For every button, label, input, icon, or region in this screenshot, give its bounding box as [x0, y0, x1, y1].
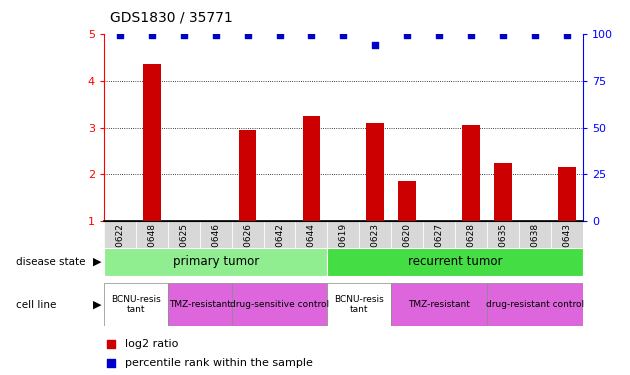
Text: GSM40625: GSM40625	[180, 223, 188, 272]
Bar	[232, 283, 328, 326]
Text: drug-sensitive control: drug-sensitive control	[230, 300, 329, 309]
Point	[466, 32, 476, 38]
Text: GSM40635: GSM40635	[498, 223, 507, 272]
Bar	[455, 221, 487, 276]
Text: GDS1830 / 35771: GDS1830 / 35771	[110, 10, 233, 24]
Bar	[359, 221, 391, 276]
Point	[498, 32, 508, 38]
Text: primary tumor: primary tumor	[173, 255, 259, 268]
Point	[562, 32, 572, 38]
Bar	[398, 182, 416, 221]
Text: GSM40619: GSM40619	[339, 223, 348, 272]
Bar	[328, 248, 583, 276]
Bar	[551, 221, 583, 276]
Bar	[328, 221, 359, 276]
Text: disease state: disease state	[16, 256, 85, 267]
Text: percentile rank within the sample: percentile rank within the sample	[125, 358, 313, 368]
Bar	[239, 130, 256, 221]
Text: GSM40646: GSM40646	[211, 223, 220, 272]
Text: GSM40644: GSM40644	[307, 223, 316, 272]
Point	[530, 32, 540, 38]
Text: GSM40628: GSM40628	[467, 223, 476, 272]
Bar	[391, 221, 423, 276]
Text: GSM40648: GSM40648	[147, 223, 156, 272]
Bar	[104, 221, 136, 276]
Point	[402, 32, 412, 38]
Point	[210, 32, 220, 38]
Point	[434, 32, 444, 38]
Bar	[302, 116, 320, 221]
Text: TMZ-resistant: TMZ-resistant	[408, 300, 470, 309]
Bar	[136, 221, 168, 276]
Bar	[168, 221, 200, 276]
Text: GSM40643: GSM40643	[563, 223, 571, 272]
Bar	[232, 221, 263, 276]
Bar	[104, 248, 328, 276]
Text: GSM40638: GSM40638	[530, 223, 539, 272]
Text: GSM40626: GSM40626	[243, 223, 252, 272]
Bar	[462, 125, 480, 221]
Bar	[263, 221, 295, 276]
Point	[147, 32, 157, 38]
Text: cell line: cell line	[16, 300, 56, 310]
Text: TMZ-resistant: TMZ-resistant	[169, 300, 231, 309]
Text: ▶: ▶	[93, 256, 102, 267]
Bar	[487, 283, 583, 326]
Bar	[487, 221, 519, 276]
Point	[106, 341, 116, 347]
Bar	[519, 221, 551, 276]
Point	[338, 32, 348, 38]
Bar	[143, 64, 161, 221]
Text: GSM40620: GSM40620	[403, 223, 411, 272]
Point	[370, 42, 381, 48]
Text: log2 ratio: log2 ratio	[125, 339, 179, 349]
Text: GSM40642: GSM40642	[275, 223, 284, 272]
Point	[243, 32, 253, 38]
Text: ▶: ▶	[93, 300, 102, 310]
Bar	[391, 283, 487, 326]
Point	[106, 360, 116, 366]
Text: BCNU-resis
tant: BCNU-resis tant	[335, 295, 384, 314]
Text: GSM40623: GSM40623	[371, 223, 380, 272]
Point	[275, 32, 285, 38]
Text: GSM40622: GSM40622	[115, 223, 124, 272]
Bar	[367, 123, 384, 221]
Point	[115, 32, 125, 38]
Text: recurrent tumor: recurrent tumor	[408, 255, 502, 268]
Bar	[295, 221, 328, 276]
Bar	[423, 221, 455, 276]
Text: BCNU-resis
tant: BCNU-resis tant	[111, 295, 161, 314]
Text: drug-resistant control: drug-resistant control	[486, 300, 584, 309]
Bar	[328, 283, 391, 326]
Bar	[168, 283, 232, 326]
Bar	[494, 163, 512, 221]
Bar	[558, 167, 576, 221]
Bar	[200, 221, 232, 276]
Text: GSM40627: GSM40627	[435, 223, 444, 272]
Bar	[104, 283, 168, 326]
Point	[306, 32, 316, 38]
Point	[179, 32, 189, 38]
